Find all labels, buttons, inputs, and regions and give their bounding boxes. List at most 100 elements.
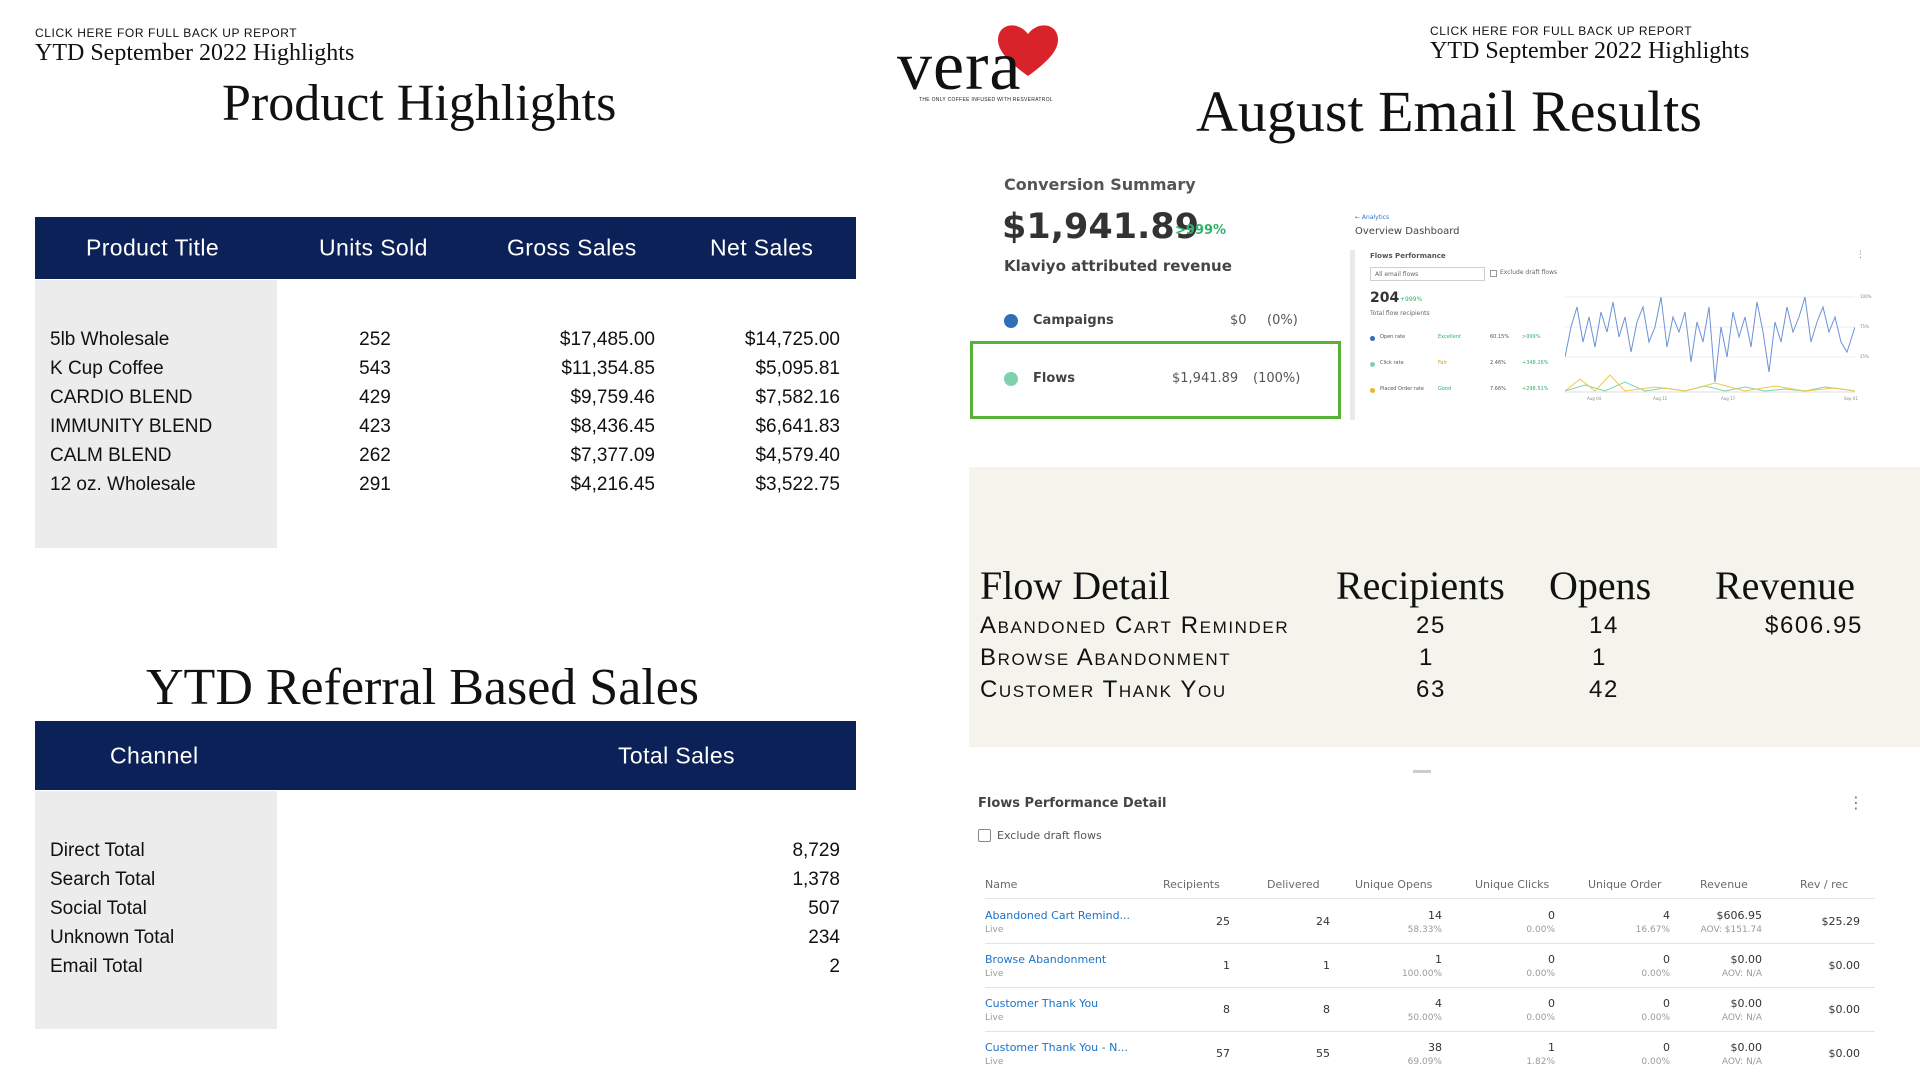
referral-sales-title: YTD Referral Based Sales [146, 659, 700, 716]
table-cell: 0.00% [1641, 1013, 1670, 1023]
table-cell: 8 [1323, 1003, 1330, 1016]
col-unique-opens[interactable]: Unique Opens [1355, 878, 1433, 891]
open-rate-dot-icon [1370, 336, 1375, 341]
table-cell: 25 [1216, 915, 1230, 928]
table-cell: 58.33% [1407, 925, 1442, 935]
table-row: Social Total [50, 898, 147, 919]
table-cell: 423 [359, 416, 391, 437]
referral-table-shade [35, 791, 277, 1029]
campaigns-dot-icon [1004, 314, 1018, 328]
table-cell: 1 [1323, 959, 1330, 972]
table-row: Abandoned Cart Reminder [980, 612, 1290, 639]
table-cell: 4 [1663, 909, 1670, 922]
table-cell: 8,729 [792, 840, 840, 861]
col-delivered[interactable]: Delivered [1267, 878, 1320, 891]
col-name[interactable]: Name [985, 878, 1018, 891]
exclude-draft-label: Exclude draft flows [997, 829, 1102, 842]
flows-pct: (100%) [1253, 371, 1301, 386]
table-cell: 0 [1663, 997, 1670, 1010]
table-cell: 0 [1663, 953, 1670, 966]
table-cell: $0.00 [1730, 997, 1763, 1010]
flows-highlight-box [970, 341, 1341, 419]
perf-menu-icon[interactable]: ⋮ [1848, 793, 1864, 812]
order-rate-badge: Good [1438, 386, 1452, 392]
open-rate-badge: Excellent [1438, 334, 1461, 340]
flows-trend-chart [1565, 296, 1855, 393]
order-rate-value: 7.66% [1490, 386, 1506, 392]
click-rate-label: Click rate [1380, 360, 1404, 366]
dashboard-title: Overview Dashboard [1355, 226, 1460, 237]
table-cell: 1 [1223, 959, 1230, 972]
exclude-draft-checkbox[interactable] [978, 829, 991, 842]
table-cell: 8 [1223, 1003, 1230, 1016]
flows-select[interactable]: All email flows [1370, 267, 1485, 281]
table-cell: $0.00 [1730, 953, 1763, 966]
col-revenue[interactable]: Revenue [1700, 878, 1748, 891]
product-table-shade [35, 280, 277, 548]
table-cell: $9,759.46 [570, 387, 655, 408]
flow-status: Live [985, 969, 1004, 979]
referral-table-header: Channel Total Sales [35, 721, 856, 790]
header-gross-sales: Gross Sales [507, 234, 637, 261]
table-row: Customer Thank You [980, 676, 1227, 703]
header-product-title: Product Title [86, 234, 220, 261]
col-unique-order[interactable]: Unique Order [1588, 878, 1662, 891]
flow-link-customer-thank-you[interactable]: Customer Thank You [985, 997, 1099, 1010]
table-cell: 0 [1548, 953, 1555, 966]
table-cell: 252 [359, 329, 391, 350]
table-cell: 0.00% [1526, 1013, 1555, 1023]
right-backup-report-link[interactable]: CLICK HERE FOR FULL BACK UP REPORT [1430, 24, 1693, 38]
table-cell: 100.00% [1401, 969, 1442, 979]
conversion-amount: $1,941.89 [1002, 207, 1200, 247]
flow-recipients-count: 204 [1370, 290, 1400, 306]
table-cell: 57 [1216, 1047, 1230, 1060]
flows-dot-icon [1004, 372, 1018, 386]
analytics-breadcrumb[interactable]: ← Analytics [1355, 214, 1390, 221]
drag-handle[interactable] [1413, 770, 1431, 773]
panel-menu-icon[interactable]: ⋮ [1856, 250, 1865, 260]
logo-wordmark: vera [897, 28, 1022, 105]
campaigns-label: Campaigns [1033, 313, 1114, 328]
table-cell: 14 [1589, 612, 1619, 639]
table-cell: $6,641.83 [755, 416, 840, 437]
col-rev-rec[interactable]: Rev / rec [1800, 878, 1849, 891]
table-cell: 1 [1592, 644, 1607, 671]
flow-status: Live [985, 925, 1004, 935]
flow-recipients-change: +999% [1400, 296, 1423, 303]
table-row: 5lb Wholesale [50, 329, 170, 350]
col-unique-clicks[interactable]: Unique Clicks [1475, 878, 1550, 891]
col-recipients[interactable]: Recipients [1163, 878, 1220, 891]
flow-link-abandoned-cart[interactable]: Abandoned Cart Remind... [985, 909, 1131, 922]
table-cell: 63 [1416, 676, 1446, 703]
left-subtitle: YTD September 2022 Highlights [35, 40, 355, 66]
click-rate-dot-icon [1370, 362, 1375, 367]
table-cell: $8,436.45 [570, 416, 655, 437]
table-row: Direct Total [50, 840, 145, 861]
flow-detail-panel: Flow Detail Recipients Opens Revenue Aba… [969, 467, 1920, 747]
chart-y-tick: 75% [1860, 324, 1869, 329]
table-cell: 291 [359, 474, 391, 495]
table-cell: 234 [808, 927, 840, 948]
exclude-draft-mini-checkbox[interactable] [1490, 270, 1497, 277]
flow-status: Live [985, 1057, 1004, 1067]
flow-link-browse-abandonment[interactable]: Browse Abandonment [985, 953, 1107, 966]
vera-logo: vera THE ONLY COFFEE INFUSED WITH RESVER… [895, 18, 1085, 108]
table-row: CARDIO BLEND [50, 387, 193, 408]
overview-dashboard-thumbnail: ← Analytics Overview Dashboard Flows Per… [1350, 212, 1875, 422]
order-rate-dot-icon [1370, 388, 1375, 393]
table-row: CALM BLEND [50, 445, 172, 466]
flow-detail-header: Flow Detail [980, 563, 1170, 608]
table-cell: 2 [829, 956, 840, 977]
order-rate-label: Placed Order rate [1380, 386, 1425, 392]
flow-link-customer-thank-you-n[interactable]: Customer Thank You - N... [985, 1041, 1128, 1054]
table-cell: 1 [1548, 1041, 1555, 1054]
perf-detail-title: Flows Performance Detail [978, 796, 1167, 811]
chart-x-tick: Sep 01 [1844, 396, 1858, 401]
left-backup-report-link[interactable]: CLICK HERE FOR FULL BACK UP REPORT [35, 26, 298, 40]
table-cell: 69.09% [1407, 1057, 1442, 1067]
table-cell: 0 [1548, 909, 1555, 922]
table-cell: AOV: N/A [1721, 1057, 1762, 1067]
table-cell: $17,485.00 [559, 329, 655, 350]
table-cell: $14,725.00 [744, 329, 840, 350]
table-cell: 0 [1663, 1041, 1670, 1054]
